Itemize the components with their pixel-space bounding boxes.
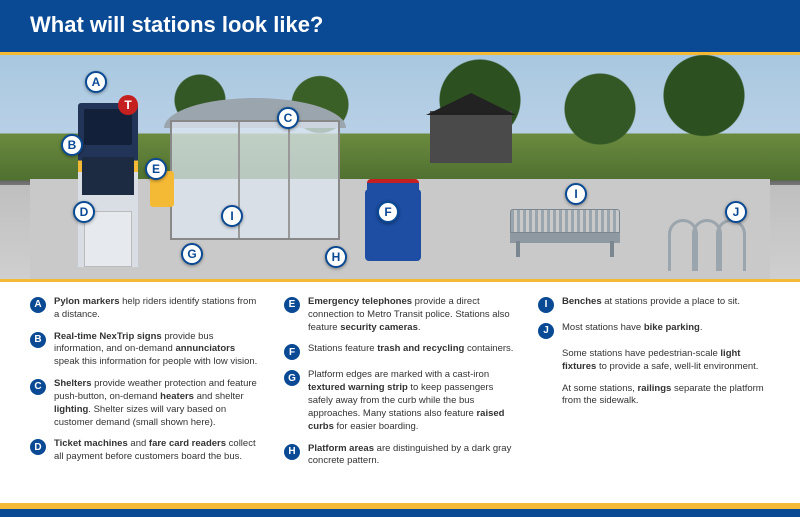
marker-g: G (181, 243, 203, 265)
marker-f: F (377, 201, 399, 223)
legend-column: I Benches at stations provide a place to … (538, 296, 770, 468)
legend-item-text: Platform areas are distinguished by a da… (308, 443, 516, 469)
station-illustration: T A B C D E F G H I I J (0, 52, 800, 282)
legend-item-text: Shelters provide weather protection and … (54, 378, 262, 429)
legend-item-text: Platform edges are marked with a cast-ir… (308, 369, 516, 433)
marker-c: C (277, 107, 299, 129)
legend-item-text: Pylon markers help riders identify stati… (54, 296, 262, 322)
transit-logo-icon: T (118, 95, 138, 115)
legend-item: D Ticket machines and fare card readers c… (30, 438, 262, 464)
legend-badge-icon: F (284, 344, 300, 360)
legend-item-text: Most stations have bike parking. (562, 322, 770, 339)
marker-b: B (61, 134, 83, 156)
legend-badge-icon: A (30, 297, 46, 313)
legend-column: A Pylon markers help riders identify stat… (30, 296, 262, 468)
legend-item: C Shelters provide weather protection and… (30, 378, 262, 429)
legend: A Pylon markers help riders identify stat… (0, 282, 800, 468)
legend-badge-icon: D (30, 439, 46, 455)
marker-h: H (325, 246, 347, 268)
hero-bench (510, 209, 620, 257)
legend-item-text: Emergency telephones provide a direct co… (308, 296, 516, 334)
legend-item: G Platform edges are marked with a cast-i… (284, 369, 516, 433)
legend-badge-icon: J (538, 323, 554, 339)
marker-a: A (85, 71, 107, 93)
legend-item: J Most stations have bike parking. (538, 322, 770, 339)
page-title: What will stations look like? (0, 0, 800, 52)
marker-d: D (73, 201, 95, 223)
legend-badge-icon: H (284, 444, 300, 460)
legend-item: E Emergency telephones provide a direct c… (284, 296, 516, 334)
legend-item-text: Some stations have pedestrian-scale ligh… (562, 348, 770, 374)
marker-i: I (565, 183, 587, 205)
legend-item: I Benches at stations provide a place to … (538, 296, 770, 313)
legend-column: E Emergency telephones provide a direct c… (284, 296, 516, 468)
legend-item-text: Real-time NexTrip signs provide bus info… (54, 331, 262, 369)
legend-badge-icon: E (284, 297, 300, 313)
legend-note: At some stations, railings separate the … (538, 383, 770, 409)
legend-item: H Platform areas are distinguished by a d… (284, 443, 516, 469)
legend-badge-icon: G (284, 370, 300, 386)
footer-stripe (0, 503, 800, 517)
legend-item: B Real-time NexTrip signs provide bus inf… (30, 331, 262, 369)
legend-badge-icon: I (538, 297, 554, 313)
legend-note: Some stations have pedestrian-scale ligh… (538, 348, 770, 374)
legend-badge-icon: B (30, 332, 46, 348)
marker-e: E (145, 158, 167, 180)
legend-item-text: Ticket machines and fare card readers co… (54, 438, 262, 464)
legend-badge-icon: C (30, 379, 46, 395)
marker-i: I (221, 205, 243, 227)
legend-item-text: Benches at stations provide a place to s… (562, 296, 770, 313)
hero-pylon (78, 103, 138, 267)
legend-item-text: At some stations, railings separate the … (562, 383, 770, 409)
hero-trash-bin (365, 189, 421, 261)
legend-item: F Stations feature trash and recycling co… (284, 343, 516, 360)
hero-house (430, 111, 512, 163)
marker-j: J (725, 201, 747, 223)
legend-item-text: Stations feature trash and recycling con… (308, 343, 516, 360)
legend-item: A Pylon markers help riders identify stat… (30, 296, 262, 322)
hero-shelter (170, 110, 340, 240)
